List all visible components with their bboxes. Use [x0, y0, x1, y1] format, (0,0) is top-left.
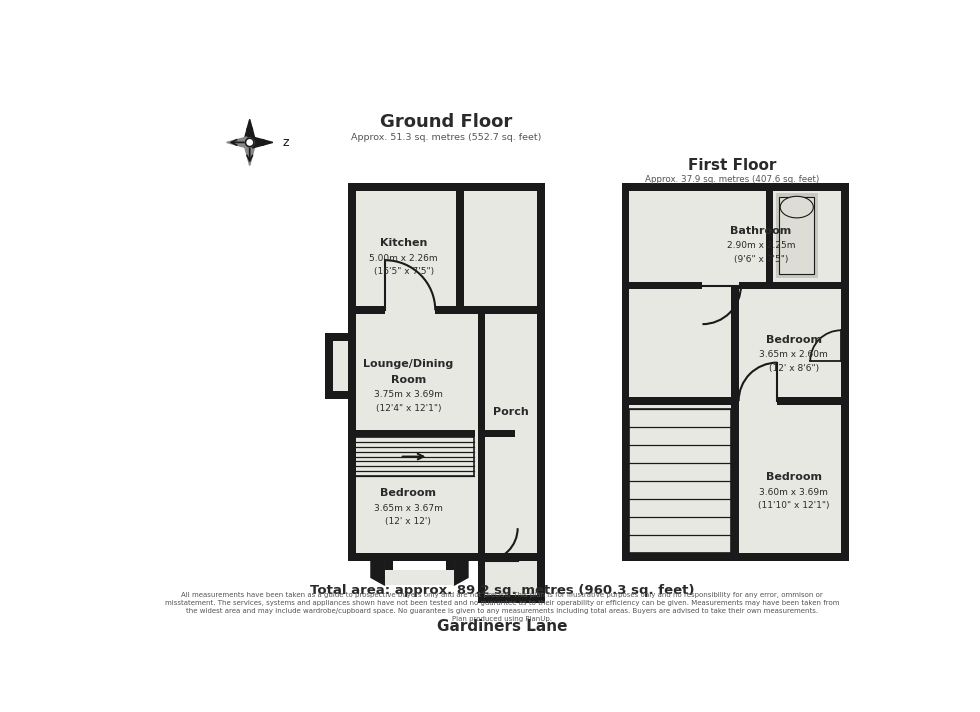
- Bar: [348, 183, 545, 191]
- Bar: [537, 553, 545, 603]
- Bar: [348, 183, 545, 560]
- Bar: [435, 306, 485, 314]
- Text: 3.65m x 2.60m: 3.65m x 2.60m: [760, 350, 828, 360]
- Bar: [325, 333, 333, 399]
- Bar: [477, 560, 545, 603]
- Text: 5.00m x 2.26m: 5.00m x 2.26m: [369, 253, 438, 263]
- Text: All measurements have been taken as a guide to prospective buyers only and are n: All measurements have been taken as a gu…: [165, 592, 840, 622]
- Bar: [348, 553, 545, 560]
- Text: Approx. 51.3 sq. metres (552.7 sq. feet): Approx. 51.3 sq. metres (552.7 sq. feet): [351, 132, 541, 142]
- Text: (12' x 12'): (12' x 12'): [385, 517, 431, 526]
- Bar: [348, 306, 385, 314]
- Bar: [477, 306, 485, 437]
- Circle shape: [245, 138, 254, 147]
- Bar: [777, 397, 841, 405]
- Bar: [485, 429, 515, 437]
- Text: 3.75m x 3.69m: 3.75m x 3.69m: [374, 390, 443, 399]
- Text: 3.60m x 3.69m: 3.60m x 3.69m: [760, 488, 828, 497]
- Text: (12' x 8'6"): (12' x 8'6"): [768, 364, 818, 372]
- Bar: [385, 560, 393, 585]
- Bar: [779, 197, 814, 274]
- Text: (12'4" x 12'1"): (12'4" x 12'1"): [375, 404, 441, 412]
- Text: 2.90m x 2.25m: 2.90m x 2.25m: [727, 241, 795, 251]
- Text: Approx. 37.9 sq. metres (407.6 sq. feet): Approx. 37.9 sq. metres (407.6 sq. feet): [645, 175, 819, 184]
- Bar: [477, 434, 485, 553]
- Bar: [325, 333, 348, 399]
- Polygon shape: [226, 137, 250, 148]
- Bar: [348, 429, 475, 437]
- Text: (9'6" x 7'5"): (9'6" x 7'5"): [734, 255, 788, 263]
- Polygon shape: [244, 142, 255, 165]
- Text: Kitchen: Kitchen: [380, 238, 427, 248]
- Bar: [765, 191, 773, 290]
- Bar: [325, 391, 348, 399]
- Ellipse shape: [780, 197, 813, 218]
- Text: (16'5" x 7'5"): (16'5" x 7'5"): [373, 267, 434, 276]
- Bar: [739, 282, 841, 290]
- Text: Ground Floor: Ground Floor: [380, 112, 513, 130]
- Bar: [477, 595, 545, 603]
- Bar: [456, 191, 464, 310]
- Text: First Floor: First Floor: [688, 158, 776, 173]
- Bar: [348, 183, 356, 560]
- Bar: [765, 282, 841, 290]
- Text: (11'10" x 12'1"): (11'10" x 12'1"): [758, 501, 829, 510]
- Bar: [477, 560, 485, 603]
- Bar: [841, 183, 849, 560]
- Bar: [775, 193, 818, 278]
- Polygon shape: [371, 560, 385, 585]
- Text: 3.65m x 3.67m: 3.65m x 3.67m: [374, 504, 443, 513]
- Bar: [447, 560, 454, 585]
- Text: z: z: [282, 136, 288, 149]
- Bar: [621, 282, 703, 290]
- Text: Porch: Porch: [493, 407, 529, 417]
- Text: Bedroom: Bedroom: [380, 488, 436, 498]
- Text: Bathroom: Bathroom: [730, 226, 792, 236]
- Text: Total area: approx. 89.2 sq. metres (960.3 sq. feet): Total area: approx. 89.2 sq. metres (960…: [310, 584, 695, 597]
- Text: Bedroom: Bedroom: [765, 472, 821, 482]
- Text: Bedroom: Bedroom: [765, 335, 821, 345]
- Polygon shape: [250, 137, 272, 148]
- Bar: [731, 286, 739, 553]
- Bar: [325, 333, 348, 341]
- Text: Lounge/Dining: Lounge/Dining: [364, 359, 454, 370]
- Bar: [537, 183, 545, 560]
- Polygon shape: [244, 120, 255, 142]
- Bar: [621, 183, 849, 560]
- Bar: [456, 306, 537, 314]
- Bar: [621, 397, 731, 405]
- Polygon shape: [454, 560, 468, 585]
- Text: Room: Room: [391, 375, 426, 384]
- Bar: [621, 183, 849, 191]
- Bar: [385, 577, 454, 585]
- Bar: [621, 553, 849, 560]
- Text: Gardiners Lane: Gardiners Lane: [437, 619, 567, 634]
- Bar: [621, 183, 629, 560]
- Bar: [385, 570, 454, 585]
